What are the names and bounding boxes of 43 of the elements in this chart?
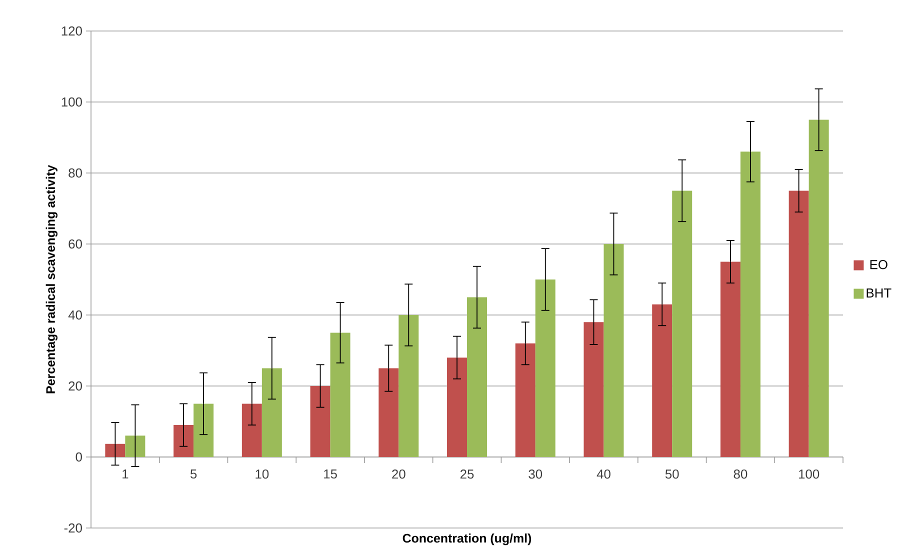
bar [584, 322, 604, 457]
x-tick-label: 25 [460, 470, 474, 479]
bar [310, 386, 330, 457]
y-tick-label: 120 [62, 26, 82, 36]
bar [378, 368, 399, 457]
bar [720, 262, 740, 457]
y-axis-title: Percentage radical scavenging activity [46, 165, 58, 394]
y-tick-label: -20 [64, 523, 82, 533]
bar [652, 304, 672, 457]
bar [242, 404, 262, 457]
x-tick-label: 50 [665, 470, 679, 479]
x-axis-title: Concentration (ug/ml) [402, 533, 532, 546]
bar [515, 343, 536, 457]
x-tick-label: 5 [190, 470, 197, 479]
bar [330, 332, 350, 457]
bar [262, 368, 282, 457]
bar [467, 297, 488, 457]
bar [105, 444, 126, 457]
x-tick-label: 1 [122, 470, 128, 478]
bar [125, 436, 146, 457]
bar [740, 152, 760, 457]
bar [672, 190, 692, 457]
x-tick-label: 15 [324, 470, 337, 479]
x-tick-label: 20 [392, 470, 406, 479]
x-tick-label: 100 [799, 470, 820, 479]
y-tick-label: 20 [68, 381, 82, 391]
legend-label: EO [870, 260, 888, 270]
bar [398, 314, 419, 457]
bar [788, 190, 809, 457]
x-tick-label: 30 [528, 470, 542, 479]
x-tick-label: 40 [596, 470, 610, 479]
bar [808, 120, 829, 457]
y-tick-label: 60 [68, 239, 82, 249]
bar [604, 244, 624, 457]
legend-label: BHT [866, 288, 892, 298]
bar [447, 358, 468, 457]
y-tick-label: 0 [76, 452, 82, 462]
bar [535, 279, 556, 457]
x-tick-label: 10 [256, 470, 269, 479]
y-tick-label: 80 [68, 168, 82, 178]
y-tick-label: 100 [62, 97, 82, 107]
x-tick-label: 80 [734, 470, 748, 479]
y-tick-label: 40 [68, 310, 82, 320]
